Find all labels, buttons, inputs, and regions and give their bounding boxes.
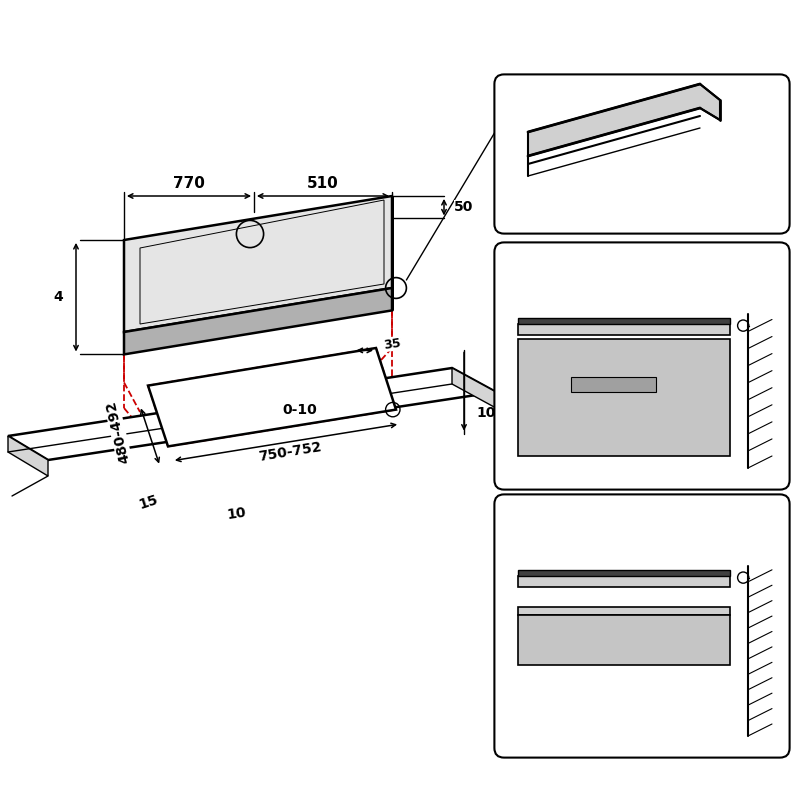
Polygon shape: [8, 368, 496, 460]
Text: 750-752: 750-752: [258, 440, 322, 464]
Text: 35: 35: [382, 336, 402, 352]
Polygon shape: [124, 196, 392, 332]
Polygon shape: [452, 368, 496, 408]
Bar: [518, 607, 730, 615]
Text: 510: 510: [307, 176, 339, 190]
Bar: [518, 570, 730, 576]
Text: 60: 60: [631, 633, 653, 647]
Polygon shape: [124, 288, 392, 354]
Text: 10: 10: [631, 590, 653, 605]
Bar: [518, 615, 730, 665]
Polygon shape: [148, 348, 396, 446]
FancyBboxPatch shape: [494, 494, 790, 758]
Text: 247.5: 247.5: [632, 292, 680, 307]
Text: 20: 20: [759, 740, 777, 753]
Text: 4: 4: [54, 290, 63, 304]
Text: 50: 50: [454, 200, 474, 214]
Text: 15: 15: [137, 493, 159, 512]
Text: 10: 10: [226, 506, 246, 522]
Bar: [518, 339, 730, 456]
Polygon shape: [8, 436, 48, 476]
Text: 770: 770: [173, 176, 205, 190]
Text: 0-10: 0-10: [282, 402, 318, 417]
Text: 20: 20: [759, 472, 777, 485]
FancyBboxPatch shape: [494, 242, 790, 490]
Bar: [518, 318, 730, 324]
FancyBboxPatch shape: [494, 74, 790, 234]
Bar: [518, 576, 730, 587]
Text: 247.5: 247.5: [632, 544, 680, 559]
Text: 2: 2: [245, 258, 255, 272]
Text: 100: 100: [476, 406, 505, 420]
Bar: [518, 324, 730, 335]
Text: min 12: min 12: [613, 522, 671, 537]
Bar: [571, 377, 656, 392]
Text: 480-492: 480-492: [104, 399, 132, 465]
Text: min 28: min 28: [613, 270, 671, 285]
Polygon shape: [528, 84, 720, 156]
